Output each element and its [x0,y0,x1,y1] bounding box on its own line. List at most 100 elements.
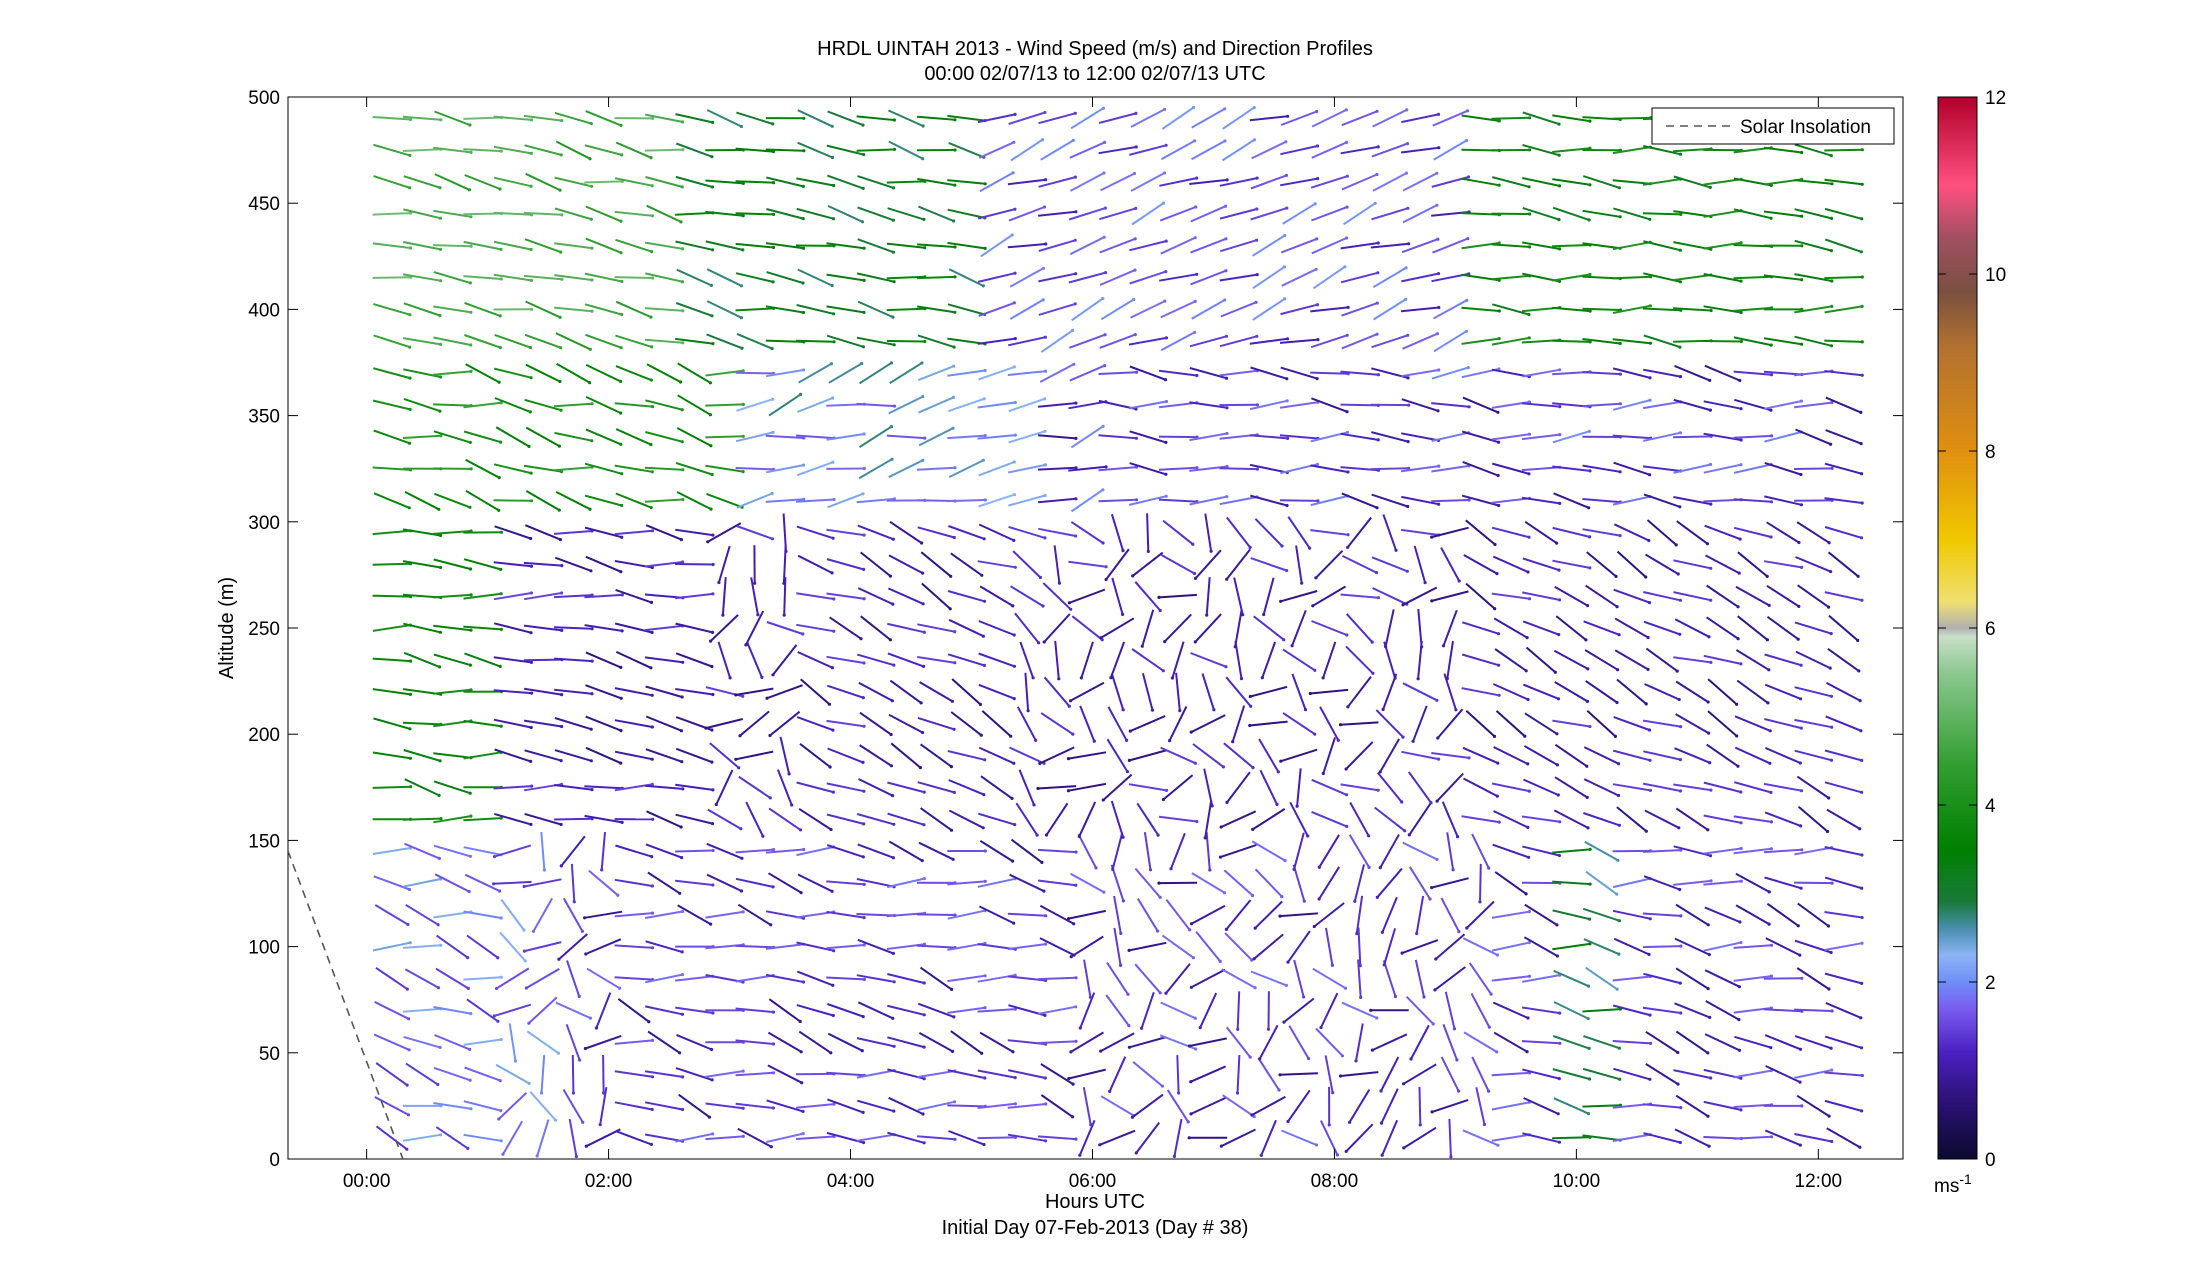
wind-arrow-head [588,1016,593,1020]
wind-arrow [644,1133,683,1143]
wind-arrow-head [1437,368,1441,372]
wind-arrow [403,368,441,378]
wind-arrow-head [560,564,564,568]
wind-arrow-head [1186,1120,1190,1124]
wind-arrow [372,399,411,411]
wind-arrow [1283,997,1315,1023]
wind-arrow-head [469,343,473,347]
wind-arrow-head [1860,340,1864,344]
wind-arrow-head [708,381,713,385]
wind-arrow-head [1765,638,1769,642]
wind-arrow [1007,336,1046,347]
wind-arrow [1401,113,1439,124]
wind-arrow-head [862,1141,866,1145]
wind-arrow [826,976,865,981]
wind-arrow [1070,172,1105,192]
wind-arrow [1192,743,1225,768]
wind-arrow [826,305,865,314]
wind-arrow [493,592,532,601]
wind-arrow-head [530,499,534,503]
wind-arrow-head [1161,669,1165,673]
wind-arrow [1128,941,1167,952]
wind-arrow [827,110,864,127]
wind-arrow-head [888,638,893,642]
wind-arrow [1415,895,1425,934]
wind-arrow-head [499,1109,503,1113]
wind-arrow-head [1338,1074,1343,1078]
wind-arrow [1765,746,1801,764]
wind-arrow [1374,806,1406,832]
wind-arrow-head [467,889,471,894]
wind-arrow-head [1445,677,1449,681]
wind-arrow [798,1030,832,1054]
wind-arrow-head [891,1016,895,1020]
wind-arrow-head [1433,988,1437,992]
wind-arrow-head [1708,1015,1712,1020]
wind-arrow [554,207,592,221]
wind-arrow-head [492,882,496,886]
wind-arrow [947,1069,986,1079]
wind-arrow-head [922,877,926,881]
wind-arrow-head [1648,398,1652,402]
wind-arrow-head [466,986,470,991]
wind-arrow [372,276,411,279]
wind-arrow-head [522,949,527,953]
wind-arrow [978,620,1015,636]
wind-arrow [1582,209,1621,218]
wind-arrow [1251,840,1286,862]
wind-arrow [1252,808,1286,831]
wind-arrow-head [1497,367,1501,371]
wind-arrow [1552,244,1591,248]
wind-arrow [1612,909,1651,920]
wind-arrow-head [1376,145,1380,149]
wind-arrow-head [681,1075,685,1079]
wind-arrow [614,878,653,887]
wind-arrow-head [1558,820,1562,824]
wind-arrow [1053,545,1061,584]
wind-arrow [402,944,441,949]
wind-arrow-head [1526,1016,1530,1020]
wind-arrow-head [1375,301,1379,305]
wind-arrow [1614,649,1649,671]
wind-arrow [1296,768,1302,807]
wind-arrow-head [650,757,654,761]
wind-arrow-head [1860,915,1864,920]
wind-arrow [1341,492,1378,509]
wind-arrow-head [1037,641,1041,645]
wind-arrow [1794,143,1832,157]
wind-arrow-head [861,492,865,496]
wind-arrow [529,1091,557,1121]
wind-arrow [1706,743,1739,768]
wind-arrow [1522,1132,1560,1144]
wind-arrow [1582,498,1621,504]
colorbar-tick-label: 8 [1985,442,1996,463]
wind-arrow [1375,709,1404,738]
wind-arrow [493,463,532,475]
wind-arrow [826,719,865,728]
wind-arrow [1401,272,1439,283]
wind-arrow [1158,369,1197,377]
wind-arrow [1491,975,1530,982]
wind-arrow [1111,832,1124,870]
wind-arrow-head [710,155,714,159]
wind-arrow-head [1161,797,1165,802]
wind-arrow-head [1345,410,1349,414]
wind-arrow [1645,1030,1679,1054]
wind-arrow-head [1104,577,1108,582]
wind-arrow [1111,577,1124,615]
wind-arrow-head [1829,344,1834,348]
chart-title: HRDL UINTAH 2013 - Wind Speed (m/s) and … [817,38,1373,60]
wind-arrow [1098,146,1137,155]
wind-arrow-head [802,847,806,852]
wind-arrow [1763,1008,1802,1013]
wind-arrow-head [1280,544,1284,548]
wind-arrow-head [892,980,896,984]
wind-arrow [1733,526,1772,538]
wind-arrow-head [710,314,714,318]
wind-arrow-head [584,952,588,956]
wind-arrow-head [1345,174,1349,178]
wind-arrow [1380,1088,1399,1124]
wind-arrow-head [1313,202,1317,206]
wind-arrow [1371,556,1408,573]
wind-arrow-head [1677,697,1681,702]
